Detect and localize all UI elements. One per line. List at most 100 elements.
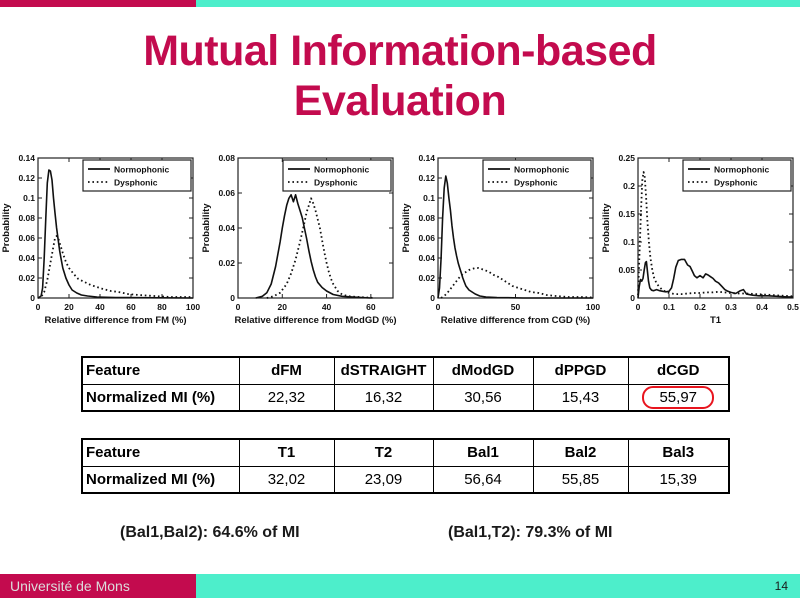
y-tick-label: 0.02 xyxy=(18,273,35,283)
table-row: Normalized MI (%) 32,02 23,09 56,64 55,8… xyxy=(81,465,730,494)
mi-table-spectral-features: Feature dFM dSTRAIGHT dModGD dPPGD dCGD … xyxy=(81,356,730,412)
y-tick-label: 0.04 xyxy=(418,253,435,263)
top-bar-teal-segment xyxy=(196,0,800,7)
institution-name: Université de Mons xyxy=(0,574,196,598)
row-label-normalized-mi: Normalized MI (%) xyxy=(81,383,240,412)
y-axis-label: Probability xyxy=(601,203,612,253)
y-tick-label: 0.04 xyxy=(18,253,35,263)
y-tick-label: 0.14 xyxy=(18,153,35,163)
x-tick-label: 40 xyxy=(95,302,105,312)
x-axis-label: Relative difference from CGD (%) xyxy=(441,315,590,326)
x-tick-label: 0 xyxy=(636,302,641,312)
header-t1: T1 xyxy=(238,438,335,467)
title-line-1: Mutual Information-based xyxy=(143,27,657,75)
legend-label-normophonic: Normophonic xyxy=(714,165,770,175)
y-tick-label: 0 xyxy=(230,293,235,303)
header-feature: Feature xyxy=(81,438,240,467)
y-tick-label: 0.15 xyxy=(618,209,635,219)
mi-table-spectral: Feature dFM dSTRAIGHT dModGD dPPGD dCGD … xyxy=(81,356,730,412)
chart-dfm-distribution: 0 20 40 60 80 100 0 0.02 0.04 0.06 0.08 0.1 0.12 0.14… xyxy=(0,145,200,337)
x-tick-label: 100 xyxy=(586,302,600,312)
value-t1: 32,02 xyxy=(238,465,335,494)
value-dcgd: 55,97 xyxy=(627,383,730,412)
y-tick-label: 0.1 xyxy=(623,237,635,247)
footer-bar: Université de Mons 14 xyxy=(0,574,800,598)
legend-box: Normophonic Dysphonic xyxy=(82,159,192,192)
chart-dmodgd-distribution: 0 20 40 60 0 0.02 0.04 0.06 0.08 Relative differe… xyxy=(200,145,400,337)
x-tick-label: 40 xyxy=(322,302,332,312)
header-dcgd: dCGD xyxy=(627,356,730,385)
y-tick-label: 0.02 xyxy=(218,258,235,268)
slide-title: Mutual Information-based Evaluation xyxy=(0,26,800,126)
y-tick-label: 0.06 xyxy=(218,188,235,198)
value-dmodgd: 30,56 xyxy=(432,383,534,412)
y-tick-label: 0.1 xyxy=(423,193,435,203)
x-tick-label: 80 xyxy=(157,302,167,312)
y-tick-label: 0.2 xyxy=(623,181,635,191)
x-tick-label: 20 xyxy=(64,302,74,312)
x-tick-label: 20 xyxy=(278,302,288,312)
legend-label-normophonic: Normophonic xyxy=(114,165,170,175)
page-number: 14 xyxy=(196,574,800,598)
legend-box: Normophonic Dysphonic xyxy=(682,159,792,192)
row-label-normalized-mi: Normalized MI (%) xyxy=(81,465,240,494)
x-tick-label: 100 xyxy=(186,302,200,312)
plot-border xyxy=(637,157,794,299)
chart-dcgd-distribution: 0 50 100 0 0.02 0.04 0.06 0.08 0.1 0.12 0.14 Relati… xyxy=(400,145,600,337)
chart-t1-distribution: 0 0.1 0.2 0.3 0.4 0.5 0 0.05 0.1 0.15 0.2 0.25 T1 Pro… xyxy=(600,145,800,337)
legend-label-dysphonic: Dysphonic xyxy=(314,178,358,188)
mi-table-temporal: Feature T1 T2 Bal1 Bal2 Bal3 Normalized … xyxy=(81,438,730,494)
y-axis-label: Probability xyxy=(201,203,212,253)
header-dstraight: dSTRAIGHT xyxy=(333,356,434,385)
x-axis-label: Relative difference from ModGD (%) xyxy=(234,315,396,326)
legend-border xyxy=(482,159,592,192)
header-t2: T2 xyxy=(333,438,434,467)
y-tick-label: 0 xyxy=(630,293,635,303)
x-axis-label: Relative difference from FM (%) xyxy=(45,315,187,326)
legend-label-normophonic: Normophonic xyxy=(314,165,370,175)
legend-label-dysphonic: Dysphonic xyxy=(514,178,558,188)
value-t2: 23,09 xyxy=(333,465,434,494)
header-feature: Feature xyxy=(81,356,240,385)
legend-label-normophonic: Normophonic xyxy=(514,165,570,175)
y-tick-label: 0.14 xyxy=(418,153,435,163)
header-dmodgd: dModGD xyxy=(432,356,534,385)
legend-box: Normophonic Dysphonic xyxy=(282,159,392,192)
chart-dmodgd-canvas: 0 20 40 60 0 0.02 0.04 0.06 0.08 Relative differe… xyxy=(201,153,397,326)
header-dfm: dFM xyxy=(238,356,335,385)
legend-label-dysphonic: Dysphonic xyxy=(114,178,158,188)
x-axis-label: T1 xyxy=(710,315,722,326)
value-bal3: 15,39 xyxy=(627,465,730,494)
legend-border xyxy=(682,159,792,192)
mi-table-temporal-features: Feature T1 T2 Bal1 Bal2 Bal3 Normalized … xyxy=(81,438,730,494)
y-axis-label: Probability xyxy=(1,203,12,253)
value-dppgd: 15,43 xyxy=(532,383,629,412)
series-dysphonic-line xyxy=(440,267,594,299)
x-tick-label: 0 xyxy=(36,302,41,312)
y-tick-label: 0.06 xyxy=(418,233,435,243)
series-dysphonic-line xyxy=(37,235,193,299)
y-tick-label: 0.02 xyxy=(418,273,435,283)
series-normophonic-line xyxy=(637,258,793,299)
legend-border xyxy=(282,159,392,192)
x-tick-label: 50 xyxy=(511,302,521,312)
value-dstraight: 16,32 xyxy=(333,383,434,412)
header-bal1: Bal1 xyxy=(432,438,534,467)
chart-t1-canvas: 0 0.1 0.2 0.3 0.4 0.5 0 0.05 0.1 0.15 0.2 0.25 T1 Pro… xyxy=(601,153,799,326)
x-tick-label: 0.1 xyxy=(663,302,675,312)
top-bar-crimson-segment xyxy=(0,0,196,7)
x-tick-label: 0.4 xyxy=(756,302,768,312)
top-accent-bar xyxy=(0,0,800,7)
table-header-row: Feature dFM dSTRAIGHT dModGD dPPGD dCGD xyxy=(81,356,730,385)
y-tick-label: 0.05 xyxy=(618,265,635,275)
value-bal1: 56,64 xyxy=(432,465,534,494)
note-bal1-bal2-mi: (Bal1,Bal2): 64.6% of MI xyxy=(120,524,300,541)
x-tick-label: 0.3 xyxy=(725,302,737,312)
value-dfm: 22,32 xyxy=(238,383,335,412)
charts-row: 0 20 40 60 80 100 0 0.02 0.04 0.06 0.08 0.1 0.12 0.14… xyxy=(0,145,800,337)
x-tick-label: 60 xyxy=(126,302,136,312)
y-tick-label: 0 xyxy=(430,293,435,303)
header-dppgd: dPPGD xyxy=(532,356,629,385)
y-tick-label: 0.08 xyxy=(418,213,435,223)
